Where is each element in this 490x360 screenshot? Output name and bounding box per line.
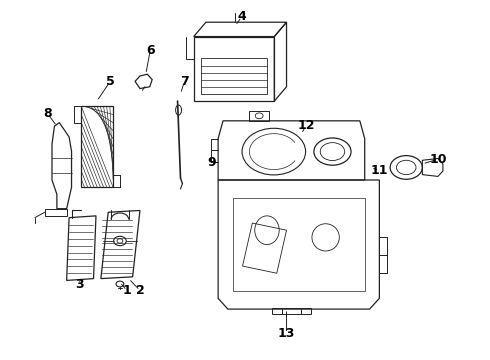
Text: 8: 8 [43, 107, 52, 120]
Bar [81, 107, 113, 187]
Bar [201, 58, 267, 94]
Text: 3: 3 [75, 278, 84, 291]
Text: 13: 13 [278, 327, 295, 340]
Text: 10: 10 [429, 153, 447, 166]
Text: 9: 9 [207, 156, 216, 169]
Text: 2: 2 [136, 284, 145, 297]
Text: 11: 11 [370, 164, 388, 177]
Bar [272, 308, 311, 315]
Text: 6: 6 [146, 44, 154, 57]
Text: 7: 7 [180, 75, 189, 88]
Text: 5: 5 [106, 75, 115, 88]
Text: 1: 1 [122, 284, 131, 297]
Text: 4: 4 [237, 10, 246, 23]
Bar [233, 198, 365, 291]
Text: 12: 12 [297, 119, 315, 132]
